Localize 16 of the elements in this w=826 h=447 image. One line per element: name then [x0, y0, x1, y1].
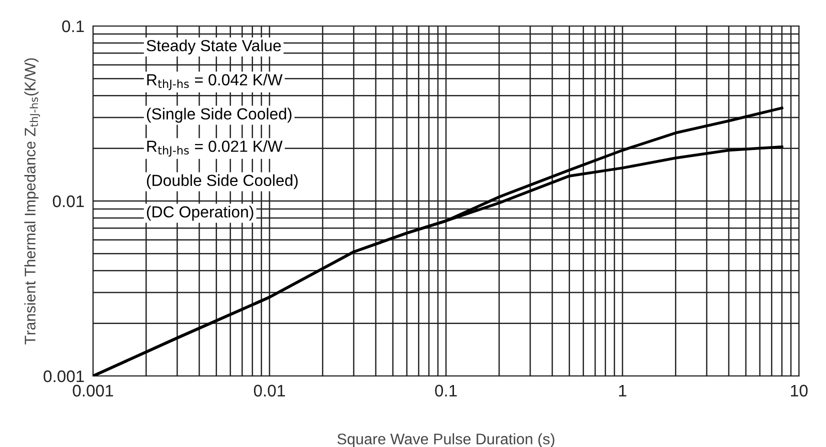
x-tick-label: 0.1	[435, 384, 457, 397]
annotation: R$_{thJ-hs}$ = 0.042 K/W	[147, 74, 283, 90]
annotation: (Single Side Cooled)	[146, 108, 292, 123]
y-tick-label: 0.01	[52, 195, 84, 208]
y-tick-label: 0.1	[62, 20, 84, 32]
annotation: Steady State Value	[146, 40, 281, 54]
annotation: (DC Operation)	[146, 206, 254, 221]
x-axis-title: Square Wave Pulse Duration (s)	[337, 433, 554, 447]
y-tick-label: 0.001	[44, 370, 84, 382]
x-tick-label: 0.001	[72, 384, 114, 397]
y-axis-title: Transient Thermal Impedance Z$_{thJ-hs}$(K/W)	[24, 58, 40, 344]
x-tick-label: 1	[619, 384, 626, 396]
x-tick-label: 10	[791, 384, 808, 397]
annotation: R$_{thJ-hs}$ = 0.021 K/W	[147, 140, 283, 157]
annotation: (Double Side Cooled)	[146, 174, 298, 190]
x-tick-label: 0.01	[254, 384, 285, 397]
